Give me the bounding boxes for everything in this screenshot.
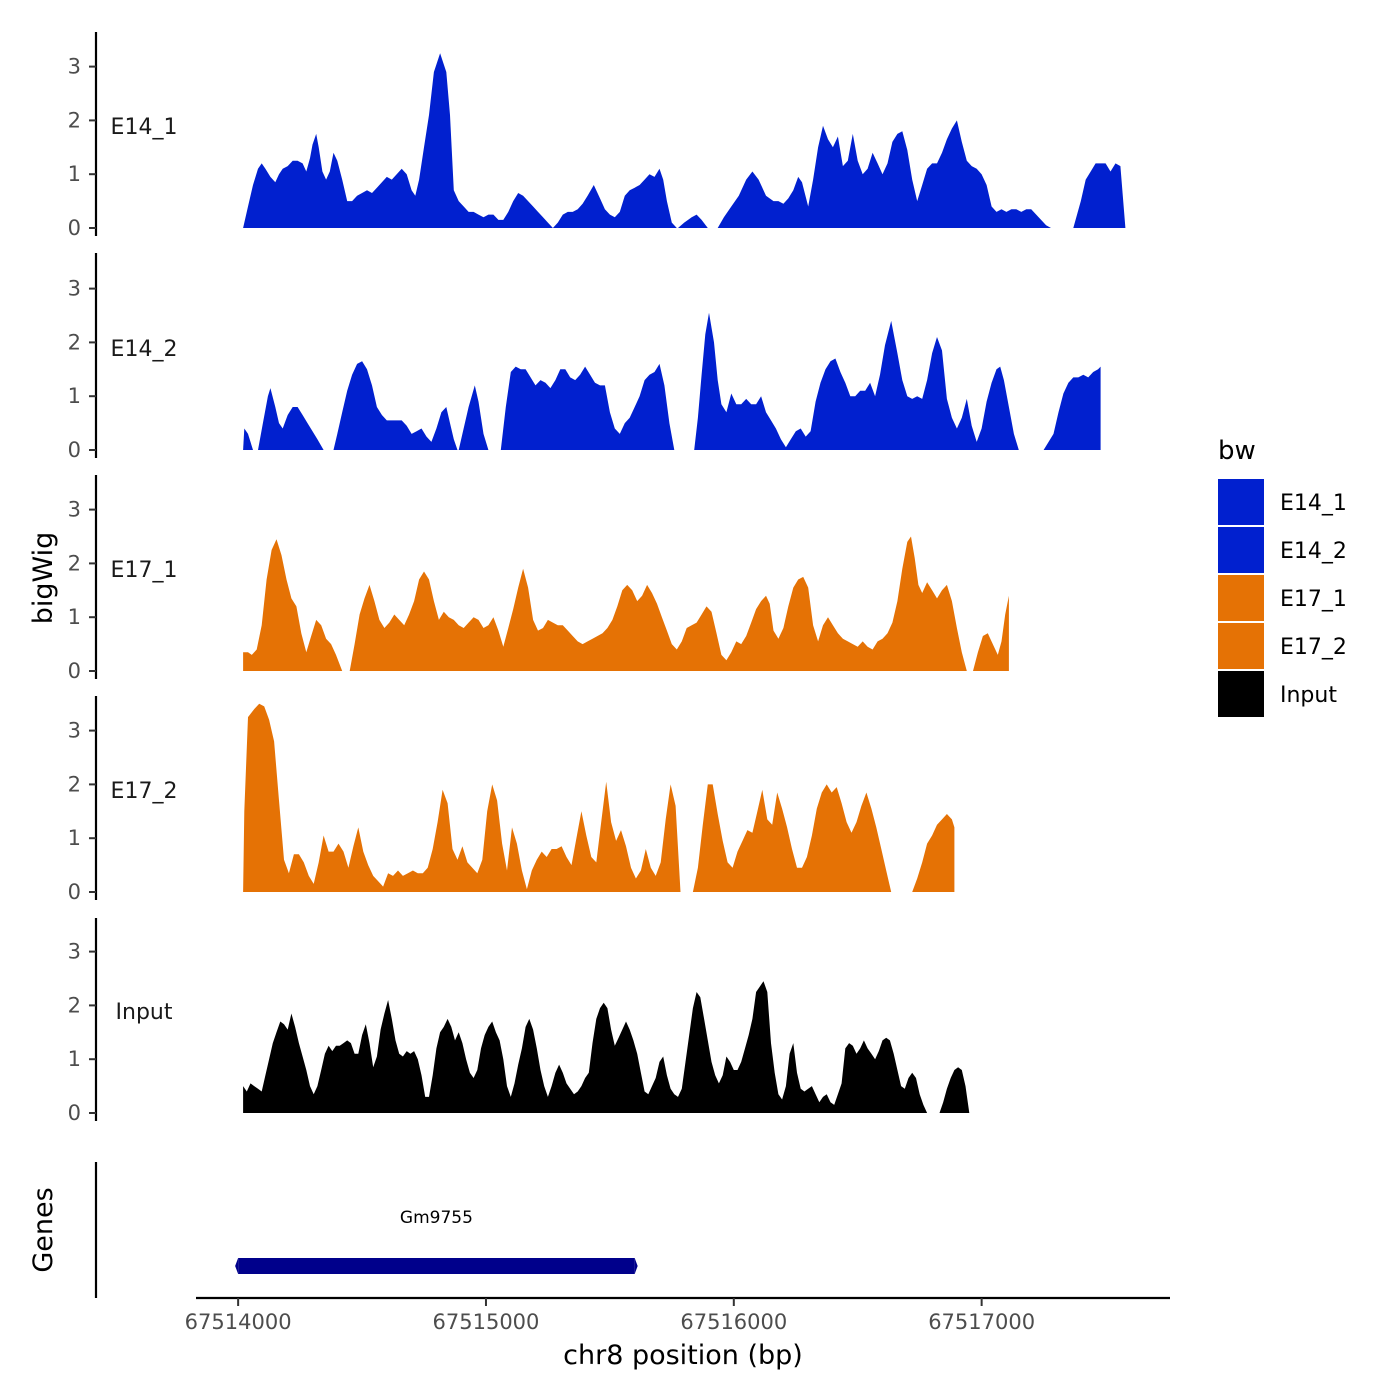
legend-swatch xyxy=(1218,527,1264,573)
signal-area xyxy=(1073,163,1126,228)
y-tick-label: 0 xyxy=(68,216,81,240)
legend-label: E17_1 xyxy=(1280,587,1347,612)
y-tick-label: 1 xyxy=(68,384,81,408)
track-e17-2: 0 1 2 3 E17_2 xyxy=(68,696,955,904)
x-tick-label: 67515000 xyxy=(433,1310,540,1334)
legend-label: Input xyxy=(1280,683,1337,708)
gene-end-cap xyxy=(634,1258,638,1274)
track-label: E17_2 xyxy=(111,779,178,804)
legend-swatch xyxy=(1218,479,1264,525)
signal-area xyxy=(243,428,253,450)
x-tick-label: 67516000 xyxy=(680,1310,787,1334)
gene-bar xyxy=(238,1258,635,1274)
legend-label: E14_1 xyxy=(1280,491,1347,516)
signal-area xyxy=(912,814,955,892)
legend: bw E14_1 E14_2 E17_1 E17_2 Input xyxy=(1218,436,1347,717)
x-tick-label: 67517000 xyxy=(928,1310,1035,1334)
track-input: 0 1 2 3 Input xyxy=(68,918,970,1125)
y-tick-label: 1 xyxy=(68,826,81,850)
track-e14-2: 0 1 2 3 E14_2 xyxy=(68,253,1101,462)
signal-area xyxy=(717,120,1051,228)
y-tick-label: 3 xyxy=(68,498,81,522)
legend-swatch xyxy=(1218,575,1264,621)
legend-label: E14_2 xyxy=(1280,539,1347,564)
track-label: Input xyxy=(116,1000,173,1025)
y-tick-label: 1 xyxy=(68,605,81,629)
signal-area xyxy=(939,1067,970,1113)
y-tick-label: 1 xyxy=(68,1047,81,1071)
signal-area xyxy=(1043,366,1101,450)
legend-title: bw xyxy=(1218,436,1256,466)
signal-area xyxy=(678,214,708,228)
y-tick-label: 3 xyxy=(68,277,81,301)
legend-swatch xyxy=(1218,671,1264,717)
x-tick-label: 67514000 xyxy=(185,1310,292,1334)
y-tick-label: 3 xyxy=(68,55,81,79)
y-tick-label: 3 xyxy=(68,940,81,964)
y-tick-label: 0 xyxy=(68,659,81,683)
x-axis-title: chr8 position (bp) xyxy=(563,1340,803,1371)
track-e14-1: 0 1 2 3 E14_1 xyxy=(68,32,1126,240)
y-tick-label: 2 xyxy=(68,772,81,796)
x-axis: 67514000 67515000 67516000 67517000 xyxy=(185,1296,1170,1334)
signal-area xyxy=(500,363,675,450)
signal-area xyxy=(243,539,343,671)
y-tick-label: 3 xyxy=(68,719,81,743)
track-e17-1: 0 1 2 3 E17_1 xyxy=(68,475,1009,683)
track-label: E14_1 xyxy=(111,115,178,140)
bigwig-tracks: 0 1 2 3 E14_1 0 1 2 3 E14_2 0 1 2 3 E17_1 0 1 2 3 E17_2 0 1 2 3… xyxy=(68,32,1126,1125)
y-tick-label: 0 xyxy=(68,880,81,904)
genes-track: Gm9755 xyxy=(94,1162,638,1298)
gene-start-cap xyxy=(235,1258,239,1274)
signal-area xyxy=(243,981,928,1113)
track-label: E14_2 xyxy=(111,337,178,362)
track-label: E17_1 xyxy=(111,558,178,583)
signal-area xyxy=(694,312,1019,450)
signal-area xyxy=(458,385,489,450)
signal-area xyxy=(258,388,324,450)
signal-area xyxy=(243,703,681,892)
signal-area xyxy=(692,784,892,892)
y-tick-label: 0 xyxy=(68,438,81,462)
signal-area xyxy=(349,536,967,671)
gene-label: Gm9755 xyxy=(400,1208,473,1228)
legend-label: E17_2 xyxy=(1280,635,1347,660)
signal-area xyxy=(973,595,1009,671)
legend-swatch xyxy=(1218,623,1264,669)
y-tick-label: 2 xyxy=(68,330,81,354)
y-tick-label: 1 xyxy=(68,162,81,186)
signal-area xyxy=(243,53,677,229)
y-axis-title: bigWig xyxy=(28,532,59,625)
y-tick-label: 2 xyxy=(68,551,81,575)
y-tick-label: 0 xyxy=(68,1101,81,1125)
genes-track-title: Genes xyxy=(28,1187,59,1272)
signal-area xyxy=(333,361,458,450)
y-tick-label: 2 xyxy=(68,108,81,132)
y-tick-label: 2 xyxy=(68,993,81,1017)
